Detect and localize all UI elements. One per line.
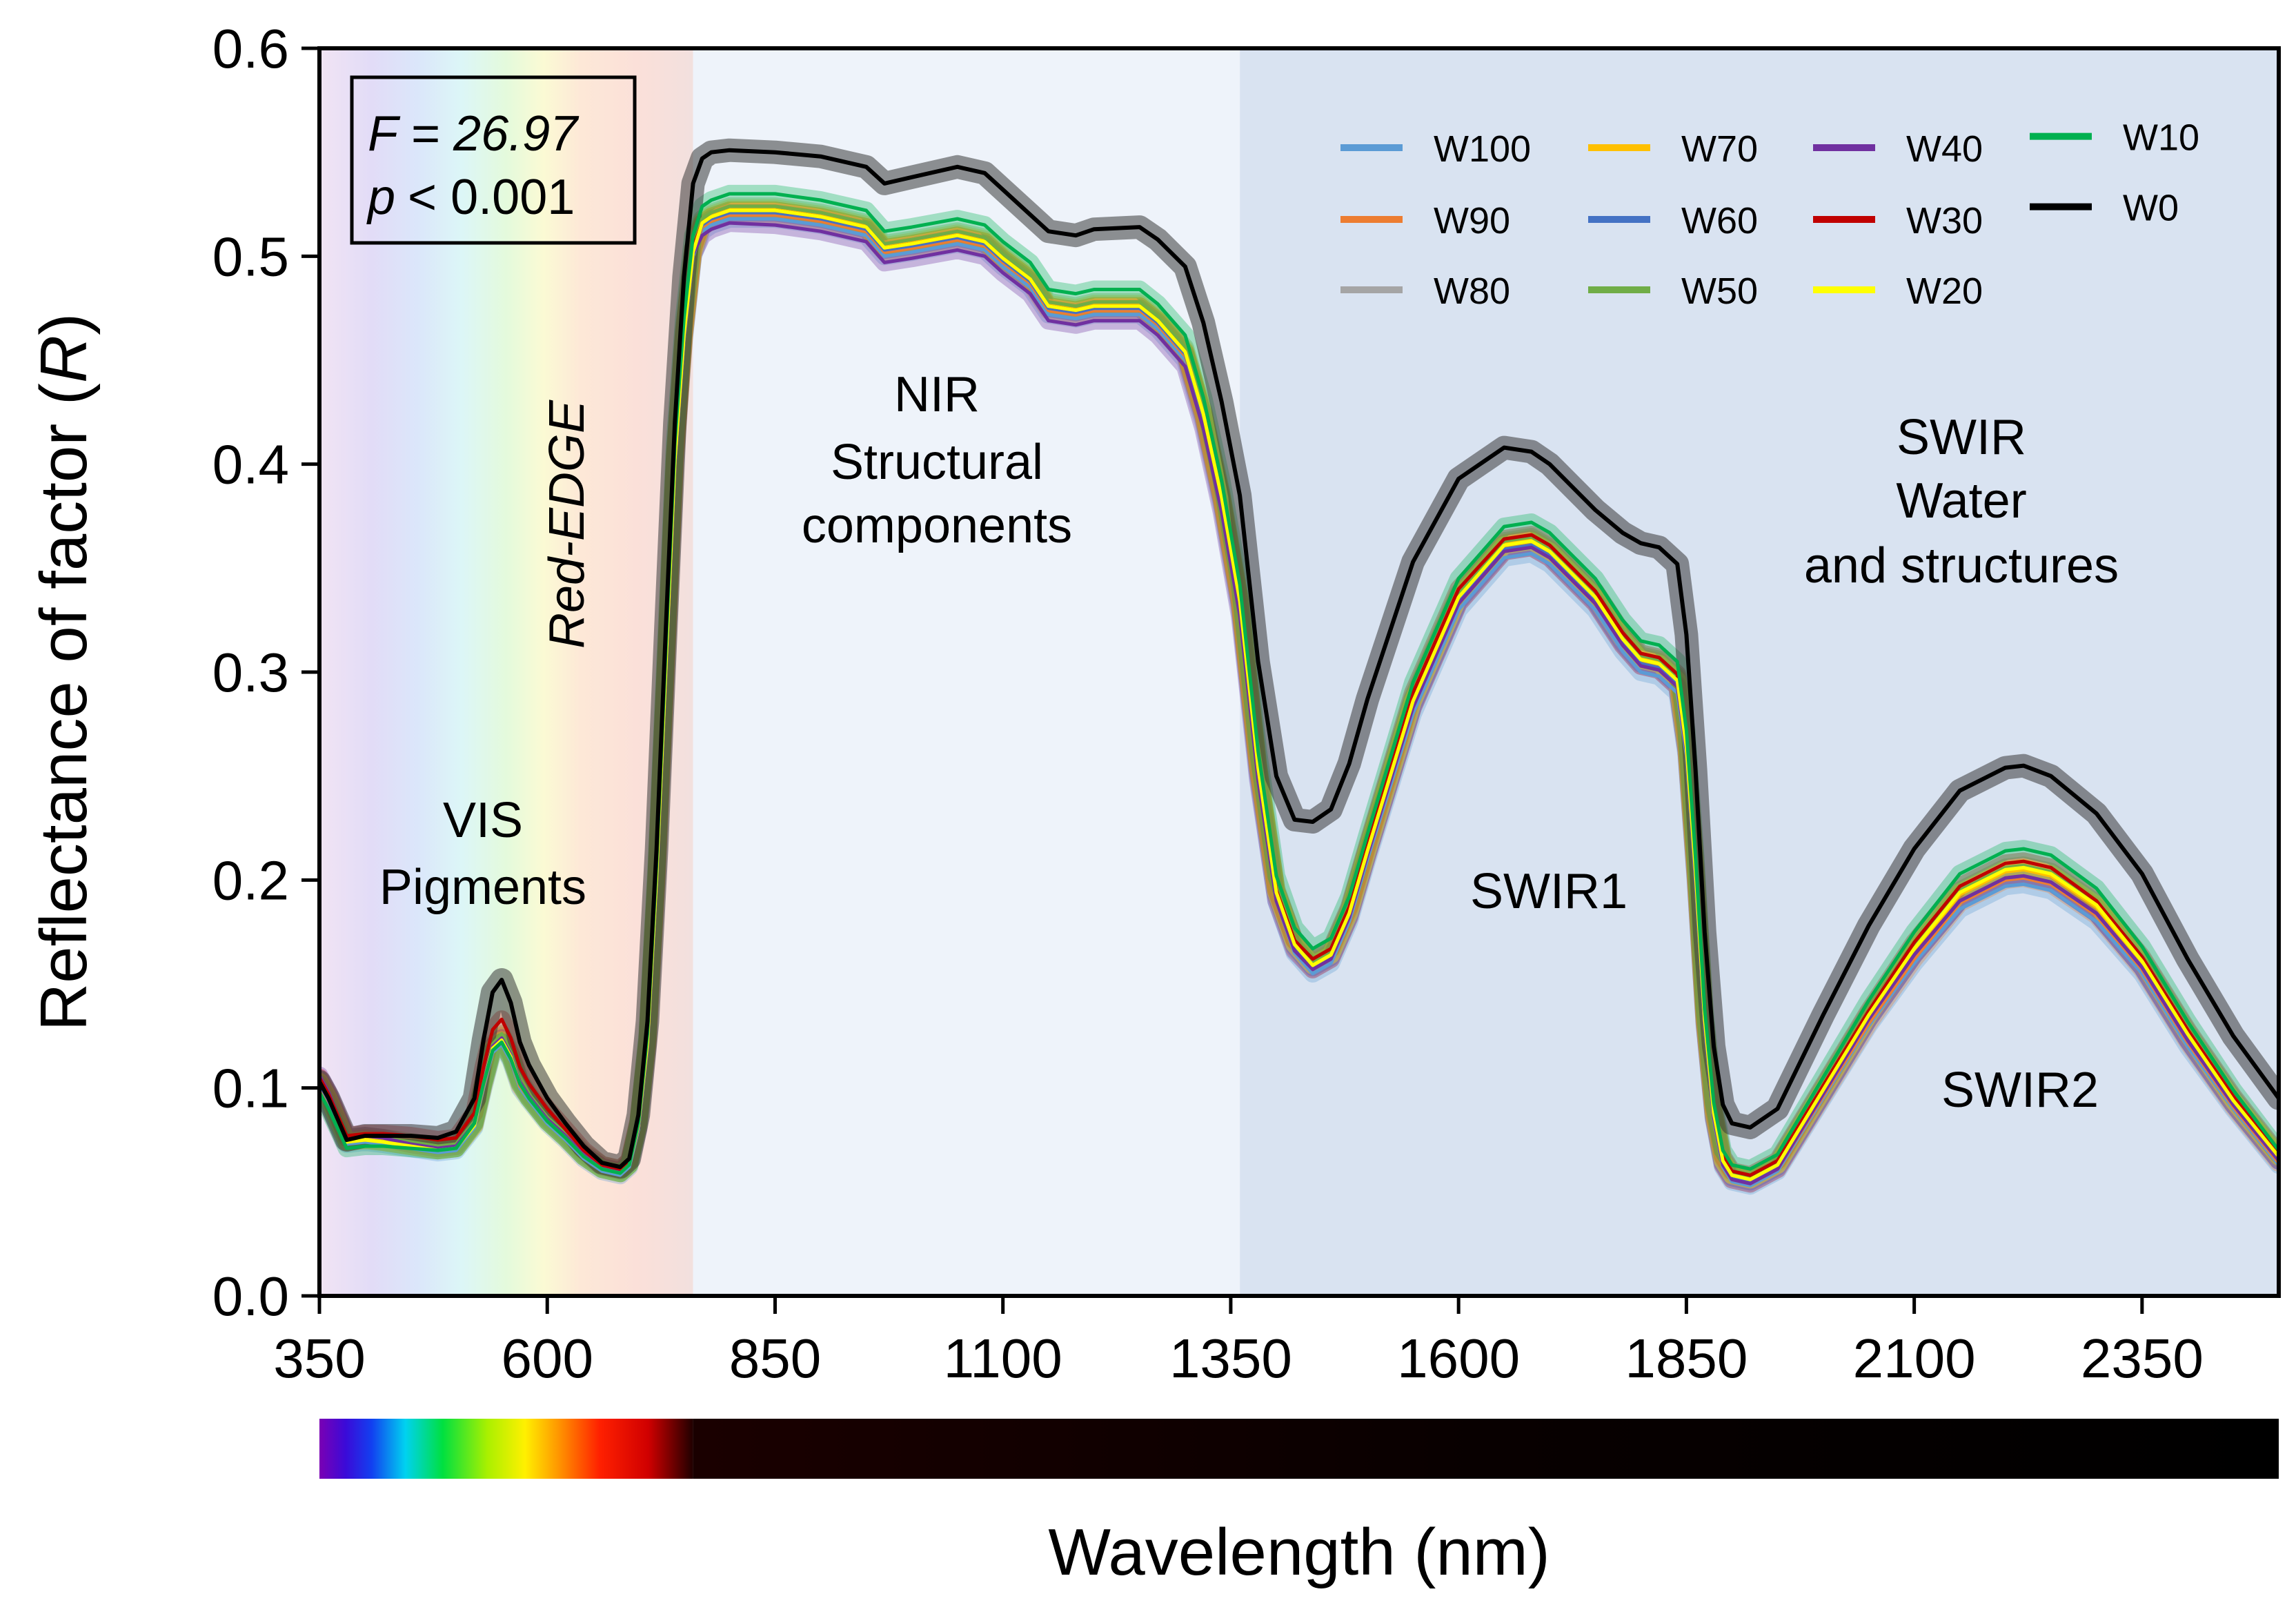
- y-tick-label: 0.4: [212, 434, 289, 495]
- legend-label-w80: W80: [1434, 270, 1510, 312]
- swir-region: [1240, 48, 2279, 1296]
- color-bar-infrared: [693, 1419, 2279, 1479]
- annotation-swir-line1: SWIR: [1897, 410, 2026, 465]
- annotation-nir-line2: Structural: [831, 435, 1043, 490]
- annotation-swir-line2: Water: [1896, 473, 2026, 529]
- y-tick-label: 0.2: [212, 849, 289, 911]
- annotation-nir-line3: components: [802, 498, 1072, 553]
- y-axis-title-var: R: [27, 335, 101, 383]
- legend-label-w40: W40: [1906, 128, 1983, 170]
- stats-p-line: p < 0.001: [366, 170, 575, 225]
- spectral-regions: [319, 48, 2279, 1296]
- legend-label-w20: W20: [1906, 270, 1983, 312]
- legend-label-w90: W90: [1434, 200, 1510, 242]
- stats-f-line: F = 26.97: [368, 106, 580, 161]
- annotation-swir1: SWIR1: [1470, 864, 1627, 919]
- annotation-nir-line1: NIR: [894, 367, 980, 422]
- y-tick-label: 0.5: [212, 226, 289, 287]
- legend-label-w100: W100: [1434, 128, 1531, 170]
- y-tick-label: 0.6: [212, 18, 289, 79]
- x-axis-title: Wavelength (nm): [1048, 1515, 1550, 1589]
- annotation-vis-line1: VIS: [443, 793, 523, 848]
- x-tick-label: 2350: [2081, 1328, 2204, 1389]
- x-tick-label: 1850: [1625, 1328, 1748, 1389]
- y-axis-ticks: 0.0 0.1 0.2 0.3 0.4 0.5 0.6: [212, 18, 319, 1327]
- legend-label-w50: W50: [1681, 270, 1758, 312]
- annotation-vis-line2: Pigments: [379, 860, 586, 915]
- x-axis-ticks: 350 600 850 1100 1350 1600 1850 2100 2350: [273, 1296, 2204, 1389]
- y-axis-title-prefix: Reflectance of factor (: [27, 383, 101, 1031]
- y-tick-label: 0.0: [212, 1266, 289, 1327]
- legend-label-w0: W0: [2123, 188, 2179, 229]
- legend: W100 W90 W80 W70 W60 W50 W40 W30 W20 W10 W0: [1340, 117, 2199, 312]
- y-axis-title-suffix: ): [27, 313, 101, 335]
- legend-label-w60: W60: [1681, 200, 1758, 242]
- series-line-w10: [319, 192, 2279, 1175]
- stats-f-value: = 26.97: [410, 106, 580, 161]
- color-bar-visible: [319, 1419, 693, 1479]
- y-tick-label: 0.3: [212, 642, 289, 703]
- x-tick-label: 600: [501, 1328, 593, 1389]
- stats-f-symbol: F: [368, 106, 401, 161]
- stats-box: F = 26.97 p < 0.001: [350, 75, 637, 245]
- stats-p-symbol: p: [366, 170, 395, 225]
- annotation-red-edge: Red-EDGE: [540, 400, 595, 649]
- annotation-swir-line3: and structures: [1804, 538, 2119, 593]
- wavelength-color-bar: [319, 1419, 2279, 1479]
- x-tick-label: 850: [729, 1328, 821, 1389]
- y-axis-title: Reflectance of factor (R): [27, 313, 101, 1031]
- stats-box-frame: [350, 75, 637, 245]
- x-tick-label: 350: [273, 1328, 365, 1389]
- x-tick-label: 1350: [1169, 1328, 1292, 1389]
- nir-region: [693, 48, 1240, 1296]
- series-line-w0: [319, 148, 2279, 1170]
- x-tick-label: 1600: [1397, 1328, 1520, 1389]
- legend-label-w10: W10: [2123, 117, 2199, 159]
- y-tick-label: 0.1: [212, 1058, 289, 1119]
- legend-label-w30: W30: [1906, 200, 1983, 242]
- region-annotations: VIS Pigments Red-EDGE NIR Structural com…: [379, 367, 2119, 1118]
- x-tick-label: 2100: [1853, 1328, 1976, 1389]
- legend-label-w70: W70: [1681, 128, 1758, 170]
- annotation-swir2: SWIR2: [1941, 1063, 2099, 1118]
- x-tick-label: 1100: [944, 1328, 1062, 1389]
- series-lines: [319, 148, 2279, 1188]
- stats-p-value: < 0.001: [408, 170, 575, 225]
